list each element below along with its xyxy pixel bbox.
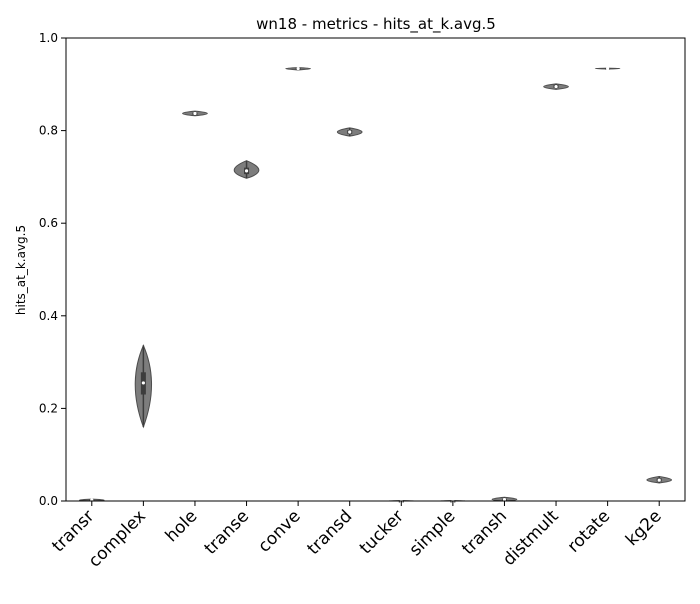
x-tick-label: hole xyxy=(162,506,202,546)
y-tick-label: 1.0 xyxy=(39,31,58,45)
y-tick-label: 0.4 xyxy=(39,309,58,323)
violin-median xyxy=(297,67,300,70)
x-tick-label: transd xyxy=(304,506,357,559)
x-tick-label: complex xyxy=(85,506,150,571)
violin-median xyxy=(606,67,609,70)
x-tick-label: transr xyxy=(48,506,98,556)
y-tick-label: 0.6 xyxy=(39,216,58,230)
x-tick-label: distmult xyxy=(499,506,563,570)
violin-median xyxy=(658,479,661,482)
y-axis-label: hits_at_k.avg.5 xyxy=(14,225,28,315)
x-tick-label: tucker xyxy=(356,506,408,558)
plot-frame xyxy=(66,38,685,501)
x-tick-label: simple xyxy=(406,506,460,560)
violin-median xyxy=(348,130,351,133)
x-tick-label: rotate xyxy=(564,506,614,556)
violin-median xyxy=(554,85,557,88)
chart-title: wn18 - metrics - hits_at_k.avg.5 xyxy=(256,15,496,34)
violin-median xyxy=(245,169,248,172)
x-tick-label: kg2e xyxy=(622,506,666,550)
violin-median xyxy=(142,381,145,384)
violin-median xyxy=(193,112,196,115)
y-tick-label: 0.0 xyxy=(39,494,58,508)
y-tick-label: 0.8 xyxy=(39,124,58,138)
x-tick-label: transe xyxy=(201,506,253,558)
y-tick-label: 0.2 xyxy=(39,401,58,415)
x-tick-label: conve xyxy=(254,506,304,556)
